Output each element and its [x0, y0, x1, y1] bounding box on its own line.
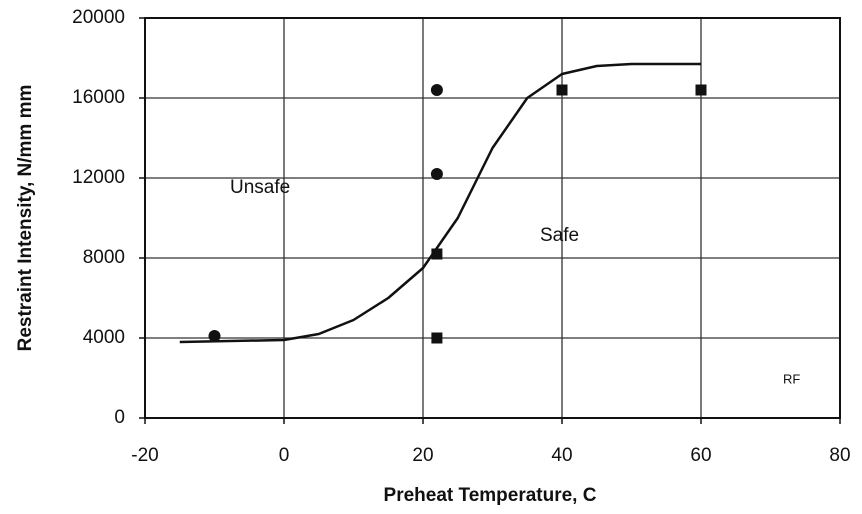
- x-tick-label: 80: [829, 445, 850, 466]
- x-tick-label: -20: [131, 445, 158, 466]
- y-tick-label: 12000: [72, 167, 125, 188]
- point: [695, 84, 707, 96]
- x-tick-label: 0: [279, 445, 290, 466]
- y-tick-label: 8000: [83, 247, 125, 268]
- point: [208, 330, 221, 342]
- point: [556, 84, 568, 96]
- y-tick-label: 20000: [72, 7, 125, 28]
- point: [431, 248, 443, 260]
- annotation: Safe: [540, 225, 579, 246]
- y-tick-label: 16000: [72, 87, 125, 108]
- y-tick-label: 4000: [83, 327, 125, 348]
- x-tick-label: 20: [412, 445, 433, 466]
- plot-frame: [144, 17, 841, 419]
- point: [430, 168, 443, 180]
- curve: [179, 62, 701, 344]
- annotation: Unsafe: [230, 177, 290, 198]
- annotation: RF: [783, 371, 800, 386]
- x-tick-label: 60: [690, 445, 711, 466]
- y-axis-label: Restraint Intensity, N/mm mm: [15, 85, 36, 352]
- x-tick-label: 40: [551, 445, 572, 466]
- point: [430, 84, 443, 96]
- x-axis-label: Preheat Temperature, C: [384, 485, 597, 506]
- point: [431, 332, 443, 344]
- y-tick-label: 0: [114, 407, 125, 428]
